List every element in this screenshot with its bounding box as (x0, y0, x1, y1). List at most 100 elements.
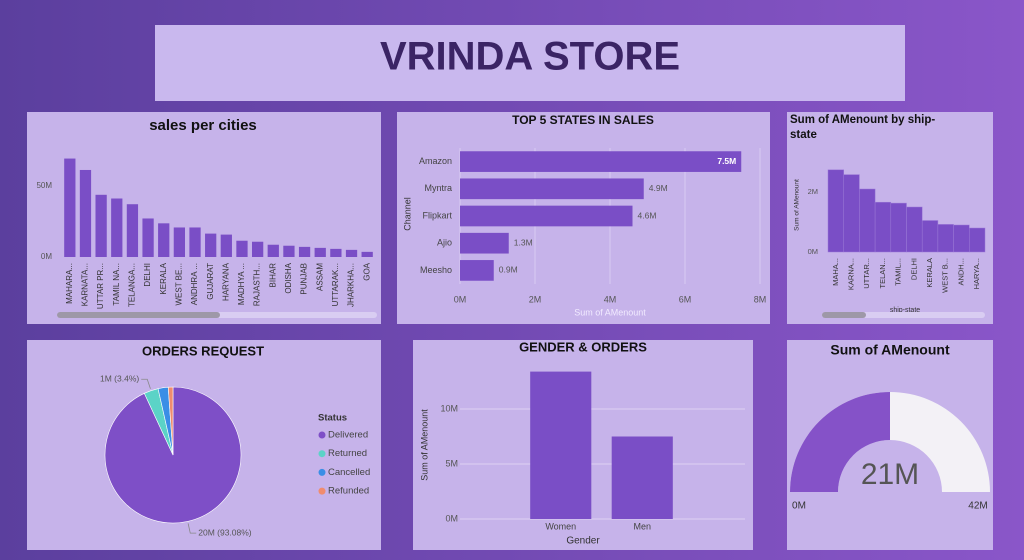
bar (890, 202, 907, 253)
x-tick-label: UTTAR PR... (96, 263, 105, 309)
bar (827, 169, 844, 253)
x-tick-label: TAMIL NA... (112, 263, 121, 306)
bar (330, 248, 342, 257)
bar (859, 188, 876, 253)
bar (460, 260, 494, 281)
chart-title: Sum of AMenount (830, 342, 950, 358)
y-tick-label: 5M (445, 458, 458, 468)
bar (460, 232, 509, 254)
x-tick-label: DELHI (909, 258, 918, 280)
bar (314, 247, 326, 257)
x-tick-label: Men (633, 521, 651, 531)
x-tick-label: 4M (604, 294, 617, 304)
scrollbar-thumb (57, 312, 220, 318)
y-tick-label: Amazon (419, 156, 452, 166)
bar (530, 371, 592, 519)
x-tick-label: KARNATA... (81, 263, 90, 306)
legend-title: Status (318, 413, 347, 424)
leader-line (141, 378, 151, 389)
bar (937, 224, 954, 253)
bar (236, 240, 248, 257)
x-tick-label: WEST BE... (174, 263, 183, 306)
legend-swatch (318, 450, 326, 458)
x-tick-label: GOA (362, 262, 371, 280)
bar (460, 205, 633, 227)
y-tick-label: 0M (808, 247, 818, 256)
legend-swatch (318, 487, 326, 495)
legend-label: Refunded (328, 486, 369, 497)
x-tick-label: 8M (754, 294, 767, 304)
x-tick-label: MAHARA... (65, 263, 74, 304)
bar (173, 227, 186, 257)
leader-line (187, 523, 197, 534)
y-tick-label: 0M (445, 513, 458, 523)
x-tick-label: PUNJAB (300, 263, 309, 295)
bar (969, 227, 986, 253)
bar (298, 246, 311, 257)
bar (205, 233, 217, 257)
bar (906, 206, 923, 253)
bar (843, 174, 860, 253)
x-tick-label: WEST B... (941, 258, 950, 293)
y-tick-label: Meesho (420, 265, 452, 275)
x-tick-label: JHARKHA... (347, 263, 356, 307)
x-axis-label: ship-state (890, 307, 920, 314)
x-tick-label: BIHAR (268, 263, 277, 288)
bar (953, 224, 970, 253)
x-tick-label: TAMIL... (894, 258, 903, 286)
bar (283, 245, 295, 257)
gauge-value-label: 21M (861, 458, 919, 491)
data-label: 0.9M (499, 265, 518, 275)
bar (460, 151, 742, 172)
legend-label: Delivered (328, 430, 368, 441)
bar (611, 436, 673, 519)
bar (79, 169, 92, 257)
bar (158, 223, 170, 257)
bar (874, 201, 892, 253)
x-tick-label: DELHI (143, 263, 152, 287)
bar (267, 244, 279, 257)
gauge-tick-label: 0M (792, 501, 806, 512)
legend-swatch (318, 468, 326, 476)
chart-title: sales per cities (149, 117, 257, 134)
x-tick-label: HARYANA (221, 262, 230, 301)
bar (251, 241, 264, 257)
x-tick-label: GUJARAT (206, 263, 215, 300)
x-tick-label: KERALA (925, 258, 934, 288)
bar (111, 198, 123, 257)
x-tick-label: ANDH... (956, 258, 965, 286)
data-label: 20M (93.08%) (198, 527, 252, 537)
y-axis-label: Sum of AMenount (794, 179, 801, 231)
legend-label: Cancelled (328, 467, 370, 478)
title-box (155, 25, 905, 101)
x-tick-label: KERALA (159, 262, 168, 294)
x-tick-label: RAJASTH... (253, 263, 262, 306)
x-tick-label: ASSAM (315, 263, 324, 291)
data-label: 4.9M (649, 183, 668, 193)
x-tick-label: 6M (679, 294, 692, 304)
bar (64, 158, 76, 257)
bar (95, 194, 107, 257)
data-label: 7.5M (717, 156, 736, 166)
x-tick-label: UTTARAK... (331, 263, 340, 306)
scrollbar-thumb (822, 312, 866, 318)
y-tick-label: Myntra (424, 183, 452, 193)
data-label: 4.6M (638, 210, 657, 220)
y-tick-label: 10M (440, 403, 458, 413)
x-tick-label: MADHYA ... (237, 263, 246, 305)
pie-slice (167, 386, 174, 456)
chart-title: GENDER & ORDERS (519, 339, 647, 354)
bar (220, 234, 232, 257)
chart-title: TOP 5 STATES IN SALES (512, 113, 654, 127)
x-axis-label: Sum of AMenount (574, 307, 646, 317)
dashboard-title: VRINDA STORE (380, 35, 680, 79)
x-tick-label: UTTAR... (862, 258, 871, 289)
y-tick-label: 2M (808, 187, 818, 196)
bar (189, 227, 201, 257)
x-tick-label: TELAN... (878, 258, 887, 288)
x-tick-label: ODISHA (284, 262, 293, 293)
gauge-tick-label: 42M (968, 501, 987, 512)
bar (361, 251, 373, 257)
